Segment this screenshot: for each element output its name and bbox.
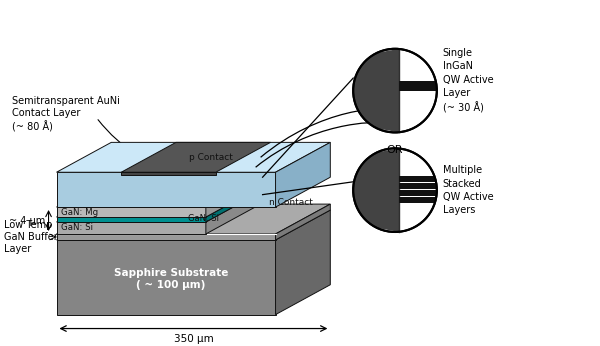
Polygon shape	[206, 187, 260, 222]
Text: ~ 4 μm: ~ 4 μm	[10, 216, 46, 226]
Polygon shape	[275, 204, 331, 240]
Polygon shape	[121, 142, 271, 172]
Polygon shape	[56, 142, 331, 172]
Polygon shape	[56, 177, 260, 207]
Polygon shape	[56, 192, 260, 222]
Text: Single
InGaN
QW Active
Layer
(~ 30 Å): Single InGaN QW Active Layer (~ 30 Å)	[443, 48, 493, 113]
Polygon shape	[56, 217, 206, 222]
Polygon shape	[121, 172, 216, 175]
Polygon shape	[56, 234, 275, 240]
Circle shape	[353, 148, 437, 232]
Text: Multiple
Stacked
QW Active
Layers: Multiple Stacked QW Active Layers	[443, 165, 493, 215]
Text: OR: OR	[387, 145, 403, 155]
Polygon shape	[56, 222, 206, 234]
Text: GaN: Mg: GaN: Mg	[61, 208, 98, 217]
Polygon shape	[56, 187, 260, 217]
Polygon shape	[56, 210, 331, 240]
Text: 350 μm: 350 μm	[173, 334, 213, 344]
Text: p Contact: p Contact	[189, 153, 233, 162]
Polygon shape	[399, 190, 437, 196]
Text: Low Temp
GaN Buffer
Layer: Low Temp GaN Buffer Layer	[4, 220, 58, 254]
Polygon shape	[56, 207, 206, 217]
Polygon shape	[56, 204, 331, 234]
Polygon shape	[353, 49, 399, 133]
Polygon shape	[56, 172, 275, 207]
Text: Semitransparent AuNi
Contact Layer
(~ 80 Å): Semitransparent AuNi Contact Layer (~ 80…	[12, 96, 119, 133]
Polygon shape	[206, 192, 260, 234]
Polygon shape	[399, 183, 437, 189]
Polygon shape	[275, 210, 331, 315]
Polygon shape	[399, 197, 437, 203]
Text: Sapphire Substrate
( ~ 100 μm): Sapphire Substrate ( ~ 100 μm)	[114, 268, 228, 290]
Polygon shape	[353, 148, 399, 232]
Text: n Contact: n Contact	[269, 198, 313, 207]
Circle shape	[353, 49, 437, 133]
Polygon shape	[206, 177, 260, 217]
Polygon shape	[399, 81, 437, 91]
Polygon shape	[56, 240, 275, 315]
Text: GaN: Si: GaN: Si	[188, 213, 219, 222]
Polygon shape	[399, 176, 437, 182]
Text: GaN: Si: GaN: Si	[61, 224, 94, 233]
Polygon shape	[275, 142, 331, 207]
